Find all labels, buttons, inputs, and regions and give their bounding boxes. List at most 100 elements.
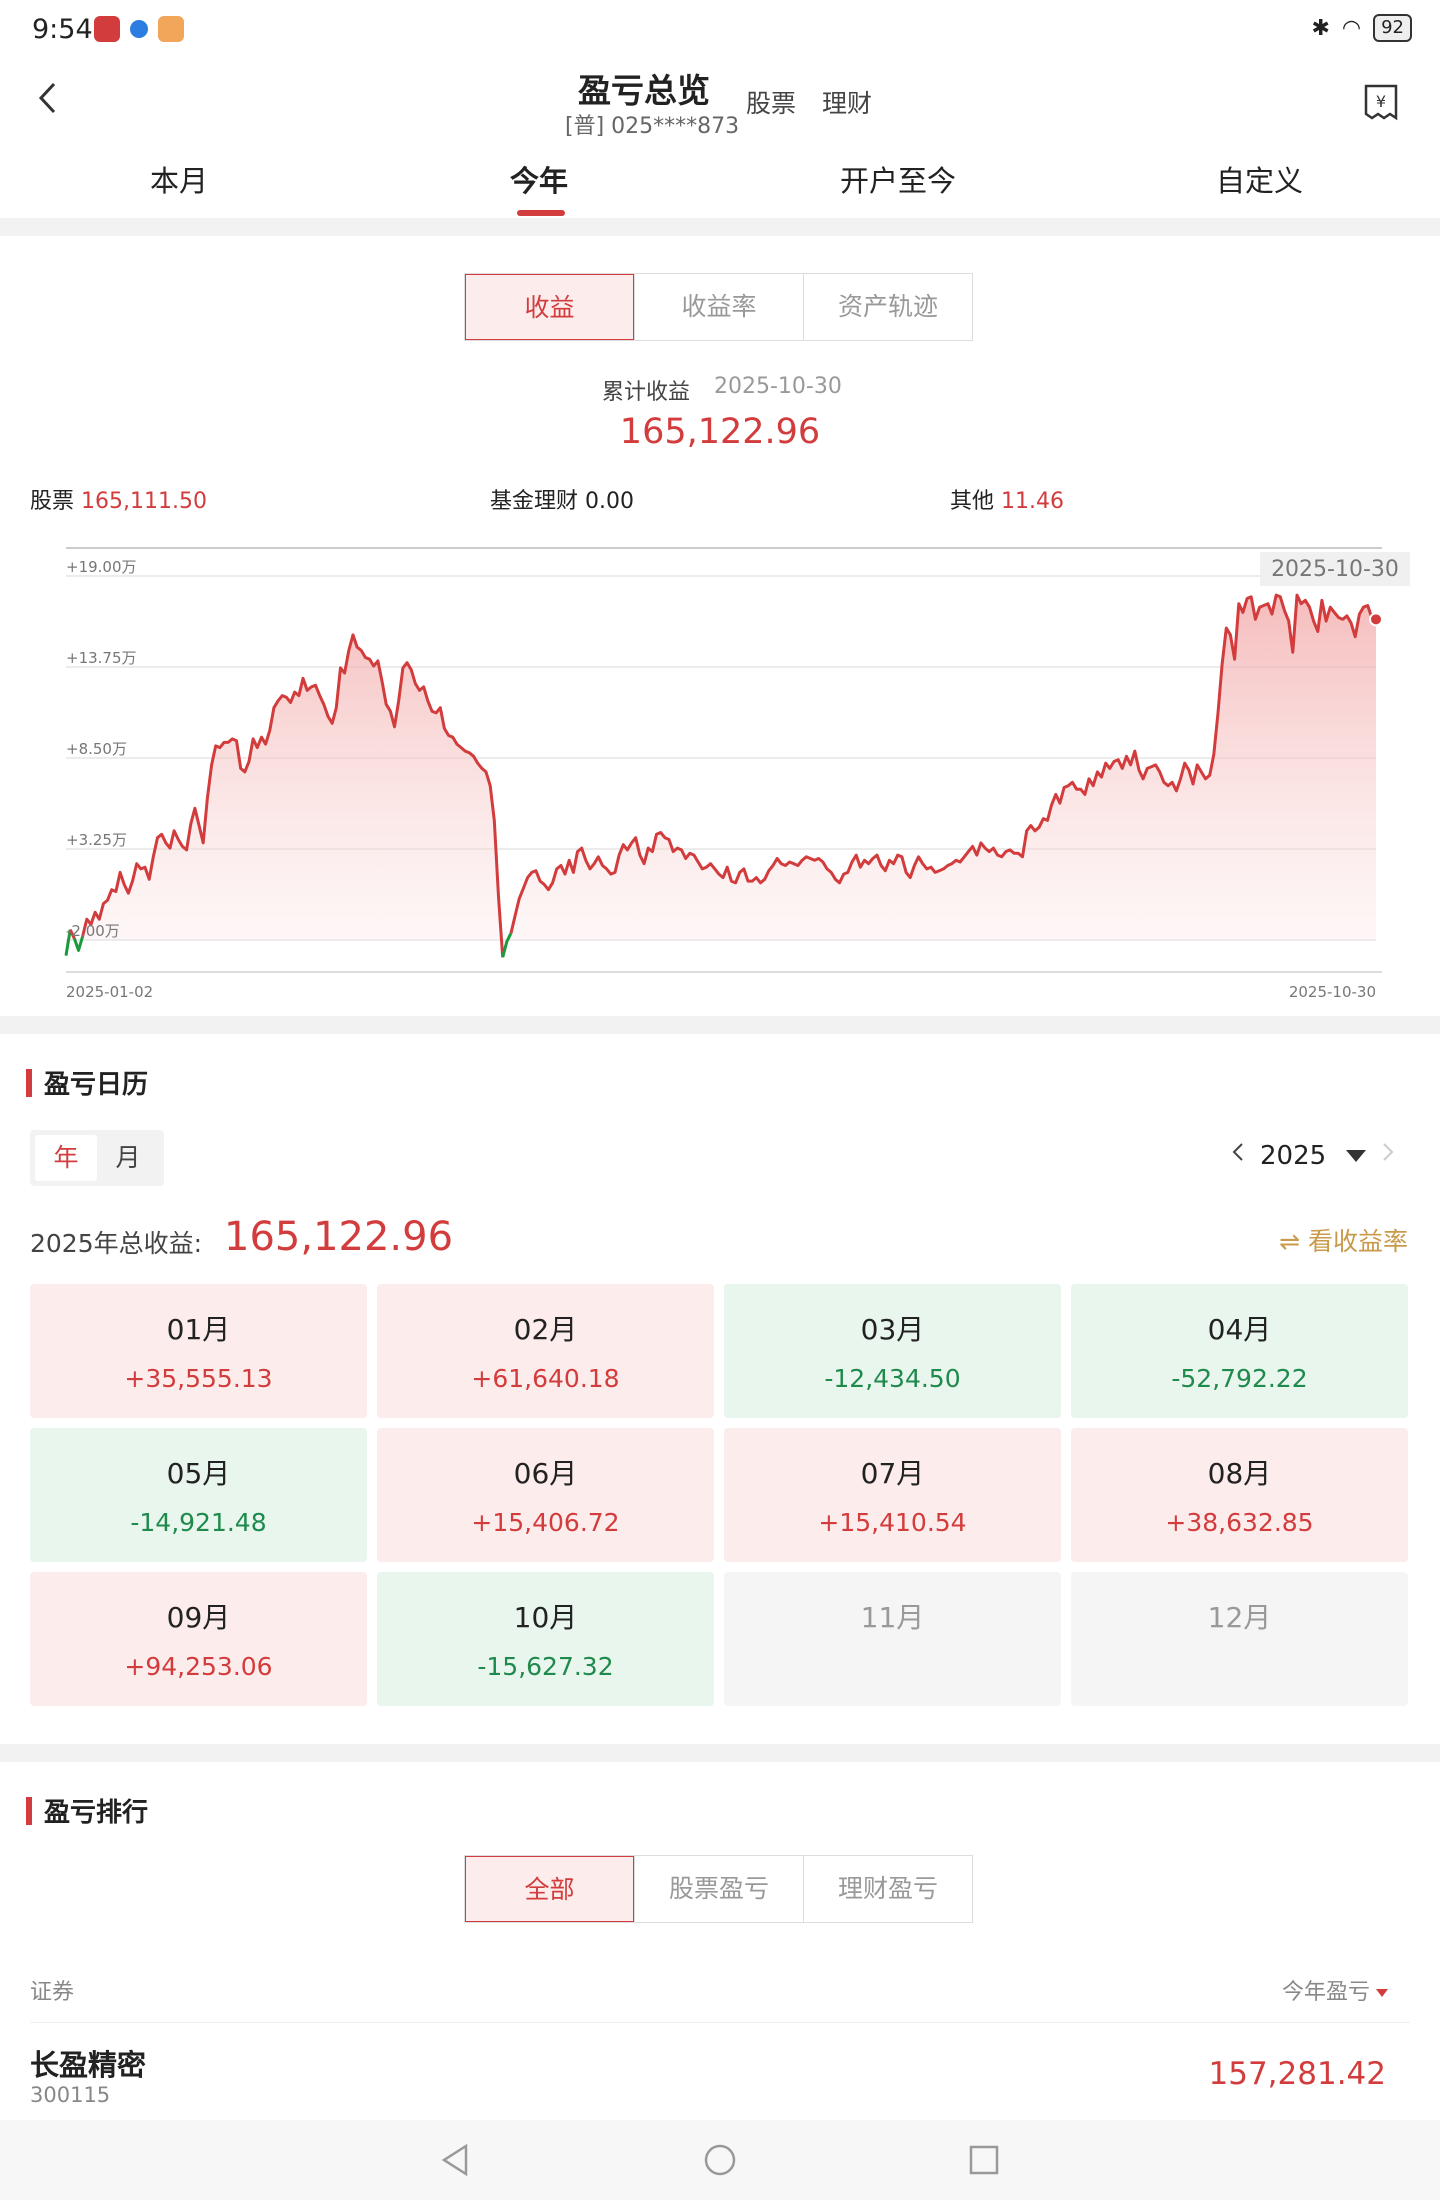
status-time: 9:54 xyxy=(32,14,93,45)
ranking-tab-finance[interactable]: 理财盈亏 xyxy=(803,1856,972,1922)
stock-breakdown-label: 股票 xyxy=(30,489,75,514)
section-divider xyxy=(0,1016,1440,1034)
tab-since-open[interactable]: 开户至今 xyxy=(840,164,957,198)
month-cell[interactable]: 03月 -12,434.50 xyxy=(724,1284,1061,1418)
ranking-list-header: 证券 今年盈亏 xyxy=(30,1974,1410,2006)
ranking-tab-all[interactable]: 全部 xyxy=(465,1856,634,1922)
chart-tab-profit[interactable]: 收益 xyxy=(465,274,634,340)
tooltip-date: 2025-10-30 xyxy=(1271,557,1399,582)
profit-chart-svg: +19.00万 +13.75万 +8.50万 +3.25万 -2.00万 2025-10-… xyxy=(64,547,1410,1001)
bluetooth-icon: ✱ xyxy=(1311,15,1330,41)
tab-custom[interactable]: 自定义 xyxy=(1216,164,1304,198)
fund-breakdown-label: 基金理财 xyxy=(490,489,579,514)
month-cell[interactable]: 02月 +61,640.18 xyxy=(377,1284,714,1418)
month-cell[interactable]: 10月 -15,627.32 xyxy=(377,1572,714,1706)
ranking-tab-stock[interactable]: 股票盈亏 xyxy=(634,1856,803,1922)
dropdown-caret-icon[interactable] xyxy=(1346,1149,1367,1162)
year-dropdown[interactable]: 2025 xyxy=(1260,1141,1326,1171)
month-name: 05月 xyxy=(166,1457,231,1490)
stock-name[interactable]: 长盈精密 xyxy=(30,2048,147,2082)
month-name: 04月 xyxy=(1207,1313,1272,1346)
stock-pnl: 157,281.42 xyxy=(1208,2056,1387,2092)
section-marker xyxy=(26,1068,32,1097)
month-cell[interactable]: 11月 xyxy=(724,1572,1061,1706)
profit-chart[interactable]: +19.00万 +13.75万 +8.50万 +3.25万 -2.00万 2025-10-… xyxy=(0,540,1440,1010)
tab-this-year[interactable]: 今年 xyxy=(510,164,569,198)
profit-line-segment xyxy=(81,633,505,958)
month-value: +94,253.06 xyxy=(124,1652,273,1681)
month-name: 02月 xyxy=(513,1313,578,1346)
ranking-section-header: 盈亏排行 xyxy=(26,1792,148,1829)
month-cell[interactable]: 04月 -52,792.22 xyxy=(1071,1284,1408,1418)
section-divider xyxy=(0,1744,1440,1762)
ranking-title: 盈亏排行 xyxy=(44,1798,149,1828)
account-number: [普] 025****873 xyxy=(565,114,740,139)
month-cell[interactable]: 09月 +94,253.06 xyxy=(30,1572,367,1706)
month-value: +15,410.54 xyxy=(818,1508,967,1537)
tooltip-box xyxy=(1260,552,1410,586)
page-title: 盈亏总览 xyxy=(578,71,710,110)
status-bar: 9:54 ✱ ◠ 92 xyxy=(0,0,1440,58)
month-cell[interactable]: 07月 +15,410.54 xyxy=(724,1428,1061,1562)
x-start-label: 2025-01-02 xyxy=(66,983,153,1001)
month-name: 01月 xyxy=(166,1313,231,1346)
last-point-marker xyxy=(1371,614,1381,625)
tab-this-month[interactable]: 本月 xyxy=(150,164,209,198)
column-security: 证券 xyxy=(30,1980,75,2005)
nav-home-icon[interactable] xyxy=(702,2142,738,2178)
battery-indicator: 92 xyxy=(1373,14,1412,42)
wifi-icon: ◠ xyxy=(1341,15,1362,41)
prev-year-button[interactable] xyxy=(1230,1140,1246,1171)
profit-line-segment xyxy=(68,928,76,939)
chevron-right-icon xyxy=(1383,1143,1394,1161)
month-cell[interactable]: 06月 +15,406.72 xyxy=(377,1428,714,1562)
back-button[interactable] xyxy=(30,76,70,120)
system-nav-bar xyxy=(0,2120,1440,2200)
chart-tab-assets[interactable]: 资产轨迹 xyxy=(803,274,972,340)
y-tick-label: +8.50万 xyxy=(66,740,127,758)
month-cell[interactable]: 12月 xyxy=(1071,1572,1408,1706)
month-name: 07月 xyxy=(860,1457,925,1490)
section-marker xyxy=(26,1796,32,1825)
x-end-label: 2025-10-30 xyxy=(1289,983,1376,1001)
year-value: 2025 xyxy=(1260,1140,1327,1171)
profit-line-segment xyxy=(509,593,1377,934)
chevron-left-icon xyxy=(38,82,56,114)
section-divider xyxy=(0,218,1440,236)
view-rate-link[interactable]: ⇌ 看收益率 xyxy=(1279,1227,1408,1256)
month-value: +35,555.13 xyxy=(124,1364,273,1393)
month-name: 09月 xyxy=(166,1601,231,1634)
chart-tab-rate[interactable]: 收益率 xyxy=(634,274,803,340)
nav-back-icon[interactable] xyxy=(440,2142,470,2178)
month-value: -52,792.22 xyxy=(1171,1364,1308,1393)
cumulative-label: 累计收益 xyxy=(602,380,691,405)
calendar-section-header: 盈亏日历 xyxy=(26,1064,148,1101)
nav-recents-icon[interactable] xyxy=(966,2142,1002,2178)
profit-area xyxy=(66,595,1376,958)
column-year-pnl[interactable]: 今年盈亏 xyxy=(1282,1974,1388,2006)
month-value: -12,434.50 xyxy=(824,1364,961,1393)
month-value: +61,640.18 xyxy=(471,1364,620,1393)
month-name: 10月 xyxy=(513,1601,578,1634)
finance-link[interactable]: 理财 xyxy=(822,89,873,118)
toggle-year[interactable]: 年 xyxy=(35,1135,97,1181)
month-cell[interactable]: 01月 +35,555.13 xyxy=(30,1284,367,1418)
cumulative-value: 165,122.96 xyxy=(619,412,821,452)
period-tabs: 本月 今年 开户至今 自定义 xyxy=(0,140,1440,218)
receipt-icon: ¥ xyxy=(1364,84,1398,121)
bill-button[interactable]: ¥ xyxy=(1362,82,1400,122)
calendar-title: 盈亏日历 xyxy=(44,1070,149,1100)
y-tick-label: +19.00万 xyxy=(66,558,137,576)
cumulative-date: 2025-10-30 xyxy=(714,374,842,399)
browser-notification-icon xyxy=(130,20,148,38)
next-year-button[interactable] xyxy=(1380,1140,1396,1171)
month-name: 08月 xyxy=(1207,1457,1272,1490)
month-name: 06月 xyxy=(513,1457,578,1490)
profit-line-segment xyxy=(64,929,72,956)
month-cell[interactable]: 08月 +38,632.85 xyxy=(1071,1428,1408,1562)
month-cell[interactable]: 05月 -14,921.48 xyxy=(30,1428,367,1562)
toggle-month[interactable]: 月 xyxy=(115,1143,141,1172)
message-notification-icon xyxy=(158,16,184,42)
profit-line-segment xyxy=(501,932,513,958)
stock-link[interactable]: 股票 xyxy=(746,89,797,118)
